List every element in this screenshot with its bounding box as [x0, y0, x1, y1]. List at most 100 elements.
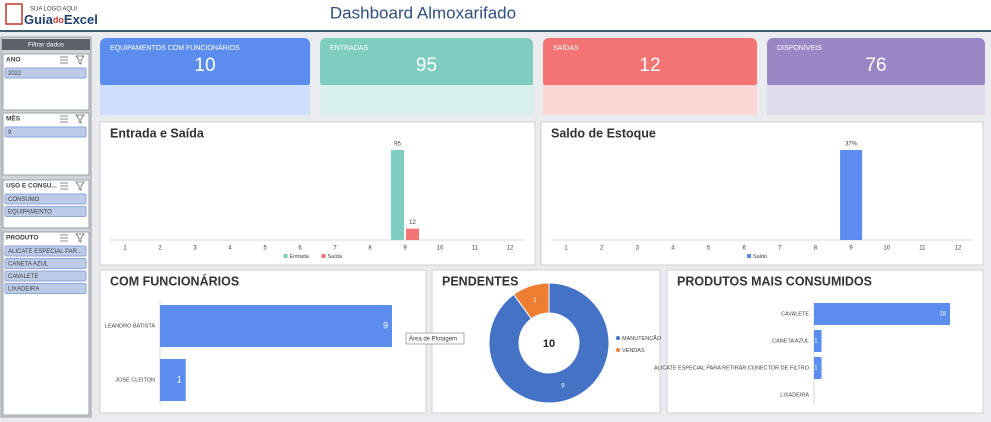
tooltip: [405, 332, 465, 345]
x-tick-label: 10: [437, 246, 444, 252]
legend-label: Saldo: [753, 254, 767, 260]
x-tick-label: 2: [158, 246, 162, 252]
slicer-item[interactable]: [4, 283, 87, 294]
legend-swatch: [747, 254, 751, 258]
bar: [406, 228, 419, 240]
legend-label: Saída: [328, 254, 343, 260]
donut-slice: [513, 282, 550, 320]
x-tick-label: 1: [564, 246, 568, 252]
multi-select-icon[interactable]: [60, 115, 68, 123]
kpi-label: DISPONÍVEIS: [777, 43, 822, 52]
chart-panel: [540, 121, 984, 266]
kpi-card-bottom: [767, 85, 985, 115]
x-tick-label: 5: [263, 246, 267, 252]
donut-total: 10: [543, 338, 555, 350]
clear-filter-icon[interactable]: [75, 181, 85, 191]
x-tick-label: 3: [193, 246, 197, 252]
slicer-item[interactable]: [4, 258, 87, 269]
multi-select-icon[interactable]: [60, 56, 68, 64]
bar: [814, 357, 822, 379]
kpi-value: 76: [865, 55, 886, 76]
header-bar: [0, 0, 991, 30]
slicer-item[interactable]: [4, 67, 87, 79]
donut-slice: [488, 282, 610, 404]
x-tick-label: 1: [123, 246, 127, 252]
slicer: [2, 53, 90, 111]
kpi-label: EQUIPAMENTOS COM FUNCIONÁRIOS: [110, 43, 240, 52]
y-tick-label: LEANDRO BATISTA: [105, 323, 156, 329]
bar: [814, 303, 950, 325]
kpi-label: SAÍDAS: [553, 43, 579, 52]
x-tick-label: 11: [472, 246, 479, 252]
bar: [160, 359, 186, 401]
multi-select-icon[interactable]: [60, 182, 68, 190]
chart-title: Entrada e Saída: [110, 126, 205, 140]
y-tick-label: LIXADEIRA: [780, 392, 809, 398]
kpi-label: ENTRADAS: [330, 45, 368, 52]
data-label: 9: [561, 383, 565, 389]
slicer-item-label: CONSUMO: [8, 197, 40, 203]
x-tick-label: 2: [600, 246, 604, 252]
slicer-item-label: 9: [8, 130, 12, 136]
data-label: 1: [177, 374, 182, 384]
chart-title: PENDENTES: [442, 274, 518, 288]
kpi-value: 95: [416, 55, 437, 76]
x-tick-label: 9: [849, 246, 853, 252]
kpi-value: 10: [194, 55, 215, 76]
x-tick-label: 6: [298, 246, 302, 252]
x-tick-label: 4: [671, 246, 675, 252]
slicer-title: MÊS: [6, 114, 21, 123]
slicer-item-label: LIXADEIRA: [8, 287, 39, 293]
slicer-item[interactable]: [4, 206, 87, 217]
header-rule: [0, 30, 991, 32]
bar: [391, 150, 404, 240]
sidebar-header: [2, 39, 90, 50]
kpi-card-top: [767, 38, 985, 88]
bar: [160, 305, 392, 347]
slicer-item[interactable]: [4, 126, 87, 138]
logo-part: Guia: [24, 12, 54, 27]
legend-label: VENDAS: [622, 348, 645, 354]
data-label: 12: [409, 220, 416, 226]
x-tick-label: 8: [368, 246, 372, 252]
legend-swatch: [616, 348, 620, 352]
logo-part: Excel: [64, 12, 98, 27]
kpi-card-bottom: [543, 85, 757, 115]
x-tick-label: 12: [507, 246, 514, 252]
multi-select-icon[interactable]: [60, 234, 68, 242]
data-label: 1: [814, 339, 818, 345]
sidebar-title: Filtrar dados: [28, 42, 65, 49]
logo-icon: [5, 3, 23, 25]
chart-panel: [666, 269, 984, 414]
clear-filter-icon[interactable]: [75, 114, 85, 124]
data-label: 9: [383, 320, 388, 330]
x-tick-label: 3: [636, 246, 640, 252]
kpi-card-bottom: [100, 85, 310, 115]
x-tick-label: 9: [403, 246, 407, 252]
slicer-item[interactable]: [4, 270, 87, 282]
tooltip-text: Área de Plotagem: [409, 336, 457, 343]
slicer-title: USO E CONSU...: [6, 183, 57, 190]
x-tick-label: 12: [955, 246, 962, 252]
slicer-item[interactable]: [4, 245, 87, 257]
slicer-item[interactable]: [4, 193, 87, 205]
chart-title: COM FUNCIONÁRIOS: [110, 273, 239, 288]
kpi-card-bottom: [320, 85, 533, 115]
slicer-item-label: CAVALETE: [8, 274, 38, 280]
x-tick-label: 6: [743, 246, 747, 252]
x-tick-label: 7: [778, 246, 782, 252]
clear-filter-icon[interactable]: [75, 233, 85, 243]
legend-label: MANUTENÇÃO: [622, 335, 662, 342]
slicer-item-label: ALICATE ESPECIAL PAR...: [8, 249, 82, 255]
clear-filter-icon[interactable]: [75, 55, 85, 65]
bar: [814, 330, 822, 352]
legend-swatch: [321, 254, 326, 258]
slicer-item-label: CANETA AZUL: [8, 262, 49, 268]
y-tick-label: ALICATE ESPECIAL PARA RETIRAR CONECTOR D…: [654, 365, 810, 371]
data-label: 18: [939, 312, 946, 318]
legend-swatch: [616, 336, 620, 340]
slicer: [2, 112, 90, 176]
slicer-item-label: EQUIPAMENTO: [8, 210, 52, 216]
logo-part: do: [53, 15, 64, 25]
